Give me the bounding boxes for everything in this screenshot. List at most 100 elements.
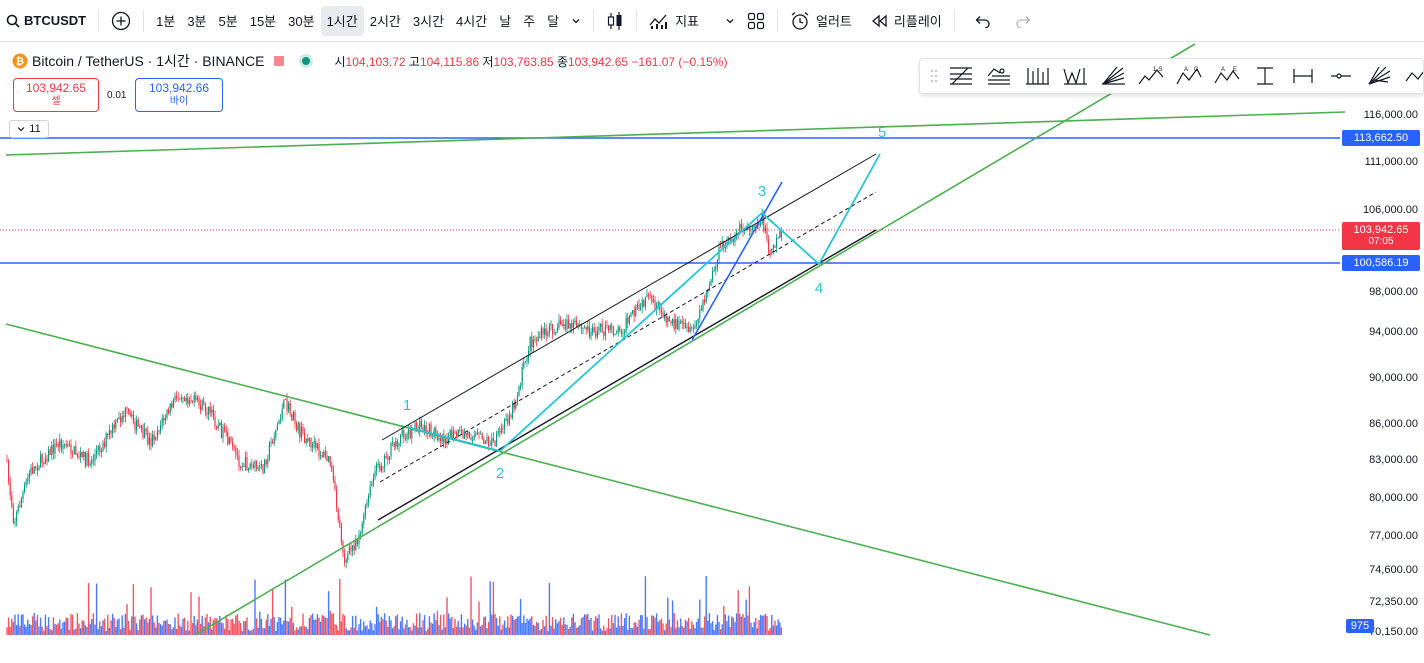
buy-button[interactable]: 103,942.66 바이 [135, 78, 223, 112]
interval-button-0[interactable]: 1분 [156, 14, 176, 29]
interval-button-9[interactable]: 날 [499, 14, 512, 29]
gann-fan-tool[interactable] [1094, 61, 1132, 91]
indicators-dropdown[interactable] [719, 6, 741, 36]
candle-body [9, 480, 11, 496]
candle-body [72, 453, 74, 455]
volume-bar [303, 626, 306, 635]
volume-bar [14, 614, 16, 635]
fib-channel-tool[interactable] [1018, 61, 1056, 91]
candle-body [169, 403, 171, 414]
volume-bar [151, 615, 154, 635]
horizontal-ray-tool[interactable] [1322, 61, 1360, 91]
price-chart[interactable]: 1 2 3 4 5 [0, 42, 1424, 663]
horizontal-line-price-tag[interactable]: 113,662.50 [1342, 130, 1420, 146]
volume-bar [543, 626, 546, 635]
interval-button-5[interactable]: 1시간 [320, 5, 364, 36]
replay-button[interactable]: 리플레이 [864, 6, 948, 36]
volume-bar [679, 618, 682, 635]
wave-tool[interactable] [1398, 61, 1423, 91]
volume-bar [233, 623, 235, 635]
volume-bar [47, 617, 50, 635]
volume-bar [198, 596, 200, 635]
price-tick-label: 90,000.00 [1369, 372, 1418, 384]
undo-button[interactable] [967, 6, 997, 36]
indicators-label: 지표 [675, 14, 700, 29]
indicators-button[interactable]: 지표 [643, 6, 705, 36]
volume-bar [609, 628, 611, 635]
volume-bar [665, 623, 667, 635]
volume-bar [742, 614, 744, 635]
candle-body [236, 453, 238, 456]
fib-retracement-tool[interactable] [942, 61, 980, 91]
high-label: 고 [408, 54, 420, 69]
candle-body [452, 431, 454, 439]
volume-bar [70, 613, 72, 635]
candle-body [260, 464, 262, 466]
layout-button[interactable] [741, 6, 771, 36]
candle-body [752, 226, 754, 230]
candle-body [153, 434, 155, 440]
channel-bottom-line [377, 229, 877, 521]
interval-button-4[interactable]: 30분 [288, 14, 315, 29]
candle-body [688, 326, 690, 332]
candle-body [6, 460, 8, 461]
volume-bar [468, 627, 471, 635]
interval-dropdown[interactable] [565, 6, 587, 36]
volume-bar [603, 625, 605, 635]
volume-bar [44, 614, 47, 635]
drag-handle[interactable] [926, 61, 942, 91]
candle-body [113, 424, 115, 429]
candle-body [150, 437, 152, 446]
volume-bar [359, 619, 362, 635]
volume-bar [231, 618, 234, 635]
candle-body [705, 292, 707, 303]
interval-button-11[interactable]: 달 [547, 14, 560, 29]
symbol-search-button[interactable]: BTCUSDT [0, 6, 92, 36]
date-range-tool[interactable] [1284, 61, 1322, 91]
interval-button-10[interactable]: 주 [523, 14, 536, 29]
compare-button[interactable] [105, 6, 137, 36]
svg-text:A: A [1184, 67, 1188, 73]
interval-button-6[interactable]: 2시간 [369, 14, 401, 29]
fib-extension-tool[interactable] [980, 61, 1018, 91]
volume-bar [252, 628, 255, 635]
interval-button-7[interactable]: 3시간 [412, 14, 445, 29]
redo-button[interactable] [1009, 6, 1039, 36]
indicator-collapse-button[interactable]: 11 [9, 120, 49, 138]
price-range-tool[interactable] [1246, 61, 1284, 91]
fib-speed-fan-tool[interactable] [1360, 61, 1398, 91]
volume-bar [444, 627, 447, 635]
interval-button-3[interactable]: 15분 [249, 14, 277, 29]
candle-body [545, 328, 547, 336]
candle-body [497, 430, 499, 434]
sell-button[interactable]: 103,942.65 셀 [13, 78, 99, 112]
candle-body [292, 411, 294, 421]
interval-button-2[interactable]: 5분 [218, 14, 238, 29]
candle-body [459, 429, 461, 431]
horizontal-line-price-tag[interactable]: 100,586.19 [1342, 255, 1420, 271]
candle-body [443, 434, 445, 444]
candle-body [377, 464, 379, 465]
volume-bar [28, 623, 31, 635]
volume-bar [388, 615, 391, 635]
chart-type-button[interactable] [600, 6, 630, 36]
drawings[interactable] [0, 43, 1346, 636]
gann-tool[interactable] [1056, 61, 1094, 91]
volume-bar [451, 616, 453, 635]
candle-body [681, 320, 683, 324]
candle-body [182, 397, 184, 399]
interval-button-1[interactable]: 3분 [187, 14, 207, 29]
volume-tag[interactable]: 975 [1346, 619, 1374, 633]
candle-body [502, 428, 504, 430]
alert-button[interactable]: 얼러트 [784, 6, 858, 36]
volume-bar [239, 623, 242, 635]
interval-button-8[interactable]: 4시간 [456, 14, 488, 29]
price-tick-label: 94,000.00 [1369, 326, 1418, 338]
price-scale[interactable]: 116,000.00 111,000.00 106,000.00 98,000.00 9… [1340, 42, 1424, 663]
volume-bar [254, 579, 256, 635]
candle-body [582, 327, 584, 329]
volume-bar [22, 614, 24, 635]
